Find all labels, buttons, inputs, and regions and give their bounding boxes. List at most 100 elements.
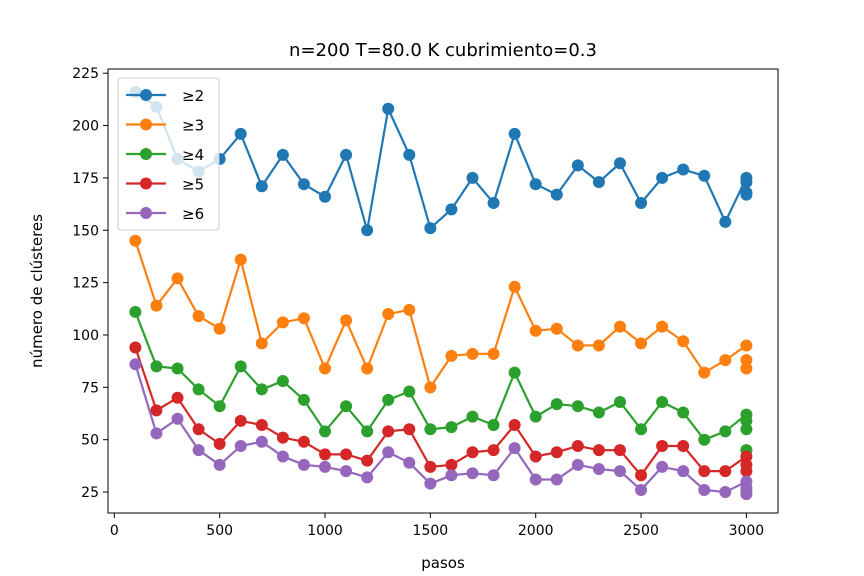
legend-label: ≥2	[182, 87, 204, 105]
data-point	[424, 222, 437, 235]
data-point	[740, 186, 753, 199]
y-tick-label: 175	[72, 171, 99, 187]
data-point	[403, 423, 416, 436]
data-point	[424, 423, 437, 436]
data-point	[171, 362, 184, 375]
data-point	[234, 439, 247, 452]
data-point	[698, 366, 711, 379]
data-point	[276, 375, 289, 388]
data-point	[698, 169, 711, 182]
y-tick-label: 25	[81, 485, 99, 501]
data-point	[635, 197, 648, 210]
data-point	[571, 458, 584, 471]
y-tick-label: 200	[72, 119, 99, 135]
series-5	[129, 341, 753, 482]
legend-label: ≥6	[182, 205, 204, 223]
data-point	[192, 444, 205, 457]
y-tick-label: 225	[72, 66, 99, 82]
data-point	[424, 381, 437, 394]
data-point	[129, 305, 142, 318]
data-point	[213, 322, 226, 335]
y-tick-label: 50	[81, 433, 99, 449]
data-point	[340, 148, 353, 161]
data-point	[382, 446, 395, 459]
data-point	[740, 339, 753, 352]
data-point	[382, 393, 395, 406]
data-point	[508, 280, 521, 293]
series-2	[129, 86, 753, 237]
legend-item: ≥3	[126, 117, 204, 135]
chart-title: n=200 T=80.0 K cubrimiento=0.3	[289, 40, 597, 61]
data-point	[276, 316, 289, 329]
data-point	[297, 435, 310, 448]
data-point	[677, 406, 690, 419]
data-point	[550, 398, 563, 411]
data-point	[508, 366, 521, 379]
data-point	[719, 354, 732, 367]
y-tick-label: 100	[72, 328, 99, 344]
data-point	[319, 425, 332, 438]
data-point	[361, 362, 374, 375]
legend-item: ≥4	[126, 146, 204, 164]
data-point	[529, 410, 542, 423]
legend-marker	[140, 177, 152, 190]
data-point	[340, 400, 353, 413]
data-point	[382, 102, 395, 115]
data-point	[740, 458, 753, 471]
data-point	[592, 406, 605, 419]
data-point	[361, 425, 374, 438]
data-point	[382, 425, 395, 438]
series-line	[134, 91, 748, 232]
x-tick-label: 2500	[623, 523, 659, 539]
plot-frame	[107, 68, 779, 514]
data-point	[361, 471, 374, 484]
legend-label: ≥4	[182, 146, 204, 164]
x-tick-label: 0	[110, 523, 119, 539]
data-point	[192, 310, 205, 323]
data-point	[487, 197, 500, 210]
data-point	[234, 253, 247, 266]
data-point	[656, 460, 669, 473]
legend-marker	[140, 118, 152, 131]
data-point	[129, 234, 142, 247]
data-point	[487, 419, 500, 432]
data-point	[719, 465, 732, 478]
data-point	[445, 349, 458, 362]
data-point	[445, 421, 458, 434]
data-point	[677, 163, 690, 176]
data-point	[635, 469, 648, 482]
data-point	[150, 404, 163, 417]
data-point	[129, 358, 142, 371]
data-point	[613, 396, 626, 408]
data-point	[487, 469, 500, 482]
data-point	[234, 414, 247, 427]
data-point	[319, 190, 332, 203]
data-point	[592, 176, 605, 189]
y-tick-label: 75	[81, 380, 99, 396]
data-point	[192, 423, 205, 436]
data-point	[403, 385, 416, 398]
data-point	[150, 427, 163, 440]
legend-label: ≥3	[182, 117, 204, 135]
legend-item: ≥6	[126, 205, 204, 223]
data-point	[382, 308, 395, 321]
x-tick-label: 2000	[518, 523, 554, 539]
data-point	[297, 393, 310, 406]
series-line	[134, 240, 748, 389]
data-point	[592, 463, 605, 476]
data-point	[340, 314, 353, 327]
data-point	[361, 224, 374, 237]
data-point	[719, 215, 732, 228]
data-point	[550, 473, 563, 486]
legend-item: ≥5	[126, 176, 204, 194]
data-point	[213, 458, 226, 471]
data-point	[529, 450, 542, 463]
legend: ≥2 ≥3 ≥4 ≥5 ≥6	[117, 77, 220, 231]
data-point	[656, 439, 669, 452]
data-point	[424, 460, 437, 473]
data-point	[740, 362, 753, 375]
data-point	[592, 339, 605, 352]
data-point	[571, 159, 584, 172]
data-point	[234, 360, 247, 373]
data-point	[466, 467, 479, 480]
